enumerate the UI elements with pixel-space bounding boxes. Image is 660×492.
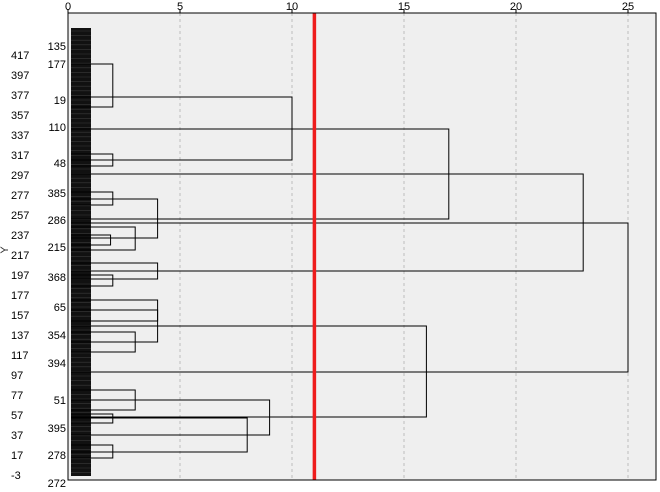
leaf-label: 394 xyxy=(48,358,66,370)
leaf-label: 272 xyxy=(48,478,66,490)
y-axis-ticks: 417 397 377 357 337 317 297 277 257 237 217 197 177 1… xyxy=(11,50,29,482)
y-tick-label: 397 xyxy=(11,70,29,82)
y-tick-label: 297 xyxy=(11,170,29,182)
x-tick-label: 25 xyxy=(622,1,634,13)
x-tick-label: 20 xyxy=(510,1,522,13)
leaf-label: 51 xyxy=(54,395,66,407)
y-tick-label: 377 xyxy=(11,90,29,102)
leaf-label: 395 xyxy=(48,423,66,435)
y-tick-label: 117 xyxy=(11,350,29,362)
y-tick-label: 197 xyxy=(11,270,29,282)
y-tick-label: 417 xyxy=(11,50,29,62)
dendrogram-link xyxy=(71,222,629,373)
plot-border xyxy=(67,12,657,481)
dendrogram-link xyxy=(71,63,114,108)
dendrogram-link xyxy=(71,234,112,246)
dendrogram-links xyxy=(71,63,629,459)
y-tick-label: 97 xyxy=(11,370,23,382)
y-tick-label: 337 xyxy=(11,130,29,142)
y-axis-label: Y xyxy=(0,246,11,254)
y-tick-label: 237 xyxy=(11,230,29,242)
plot-area xyxy=(68,13,656,480)
leaf-label: 385 xyxy=(48,188,66,200)
leaf-label: 19 xyxy=(54,95,66,107)
x-axis-ticks: 0 5 10 15 20 25 xyxy=(65,1,634,13)
leaf-label: 65 xyxy=(54,302,66,314)
y-tick-label: 17 xyxy=(11,450,23,462)
leaf-labels: 135 177 19 110 48 385 286 215 368 65 354 394 51 395 27… xyxy=(48,41,66,490)
leaf-label: 177 xyxy=(48,59,66,71)
y-tick-label: 257 xyxy=(11,210,29,222)
x-tick-label: 15 xyxy=(398,1,410,13)
y-tick-label: -3 xyxy=(11,470,21,482)
y-tick-label: 277 xyxy=(11,190,29,202)
leaf-label: 278 xyxy=(48,450,66,462)
y-tick-label: 357 xyxy=(11,110,29,122)
y-tick-label: 37 xyxy=(11,430,23,442)
x-tick-label: 0 xyxy=(65,1,71,13)
leaf-label: 354 xyxy=(48,330,66,342)
y-tick-label: 217 xyxy=(11,250,29,262)
leaf-label: 286 xyxy=(48,215,66,227)
leaf-label: 48 xyxy=(54,158,66,170)
y-tick-label: 77 xyxy=(11,390,23,402)
leaf-label: 110 xyxy=(48,122,66,134)
y-tick-label: 137 xyxy=(11,330,29,342)
dendrogram-link xyxy=(71,153,114,167)
x-tick-label: 10 xyxy=(286,1,298,13)
y-tick-label: 177 xyxy=(11,290,29,302)
leaf-label: 215 xyxy=(48,242,66,254)
leaf-strip xyxy=(71,28,91,476)
dendrogram-link xyxy=(71,274,114,287)
leaf-label: 135 xyxy=(48,41,66,53)
y-tick-label: 157 xyxy=(11,310,29,322)
leaf-label: 368 xyxy=(48,272,66,284)
x-tick-label: 5 xyxy=(177,1,183,13)
y-tick-label: 57 xyxy=(11,410,23,422)
y-tick-label: 317 xyxy=(11,150,29,162)
